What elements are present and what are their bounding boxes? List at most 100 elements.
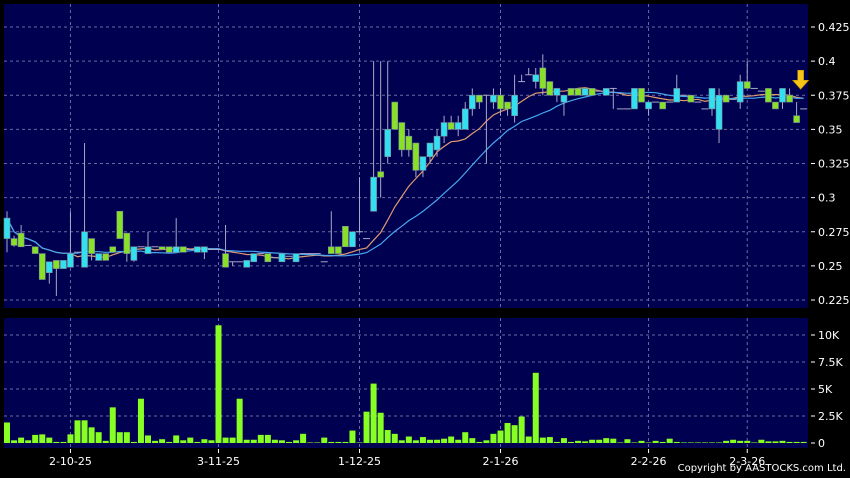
candle <box>243 260 250 268</box>
volume-bar <box>116 432 123 443</box>
candle <box>201 246 208 260</box>
candle <box>786 88 793 103</box>
candle-body <box>405 135 413 151</box>
candle-body <box>673 88 681 103</box>
volume-bar <box>130 441 137 443</box>
candle-body <box>461 108 469 130</box>
volume-bar <box>187 437 194 443</box>
candle <box>687 94 695 103</box>
volume-bar <box>384 430 391 443</box>
candle <box>109 246 117 253</box>
volume-bar <box>455 439 462 443</box>
volume-bar <box>483 440 490 443</box>
candle <box>447 115 455 130</box>
volume-bar <box>589 439 596 443</box>
date-tick-label: 2-2-26 <box>631 455 667 468</box>
candle <box>560 94 568 116</box>
candle <box>743 61 751 89</box>
candle-body <box>278 253 286 263</box>
candle <box>412 142 420 178</box>
volume-bar <box>638 440 645 443</box>
volume-bar <box>758 439 765 443</box>
price-tick-label: 0.225 <box>818 294 850 307</box>
date-tick-label: 2-1-26 <box>483 455 519 468</box>
candle-body <box>447 122 455 130</box>
candle <box>497 88 504 116</box>
candle-body <box>10 238 18 246</box>
candle <box>45 261 53 284</box>
candle-body <box>377 171 384 178</box>
candle <box>602 88 610 96</box>
candle-body <box>743 81 751 89</box>
volume-bar <box>737 440 744 443</box>
volume-bar <box>575 440 582 443</box>
candle-body <box>546 81 554 96</box>
volume-bar <box>25 440 32 443</box>
down-arrow-icon <box>791 69 810 90</box>
candle-body <box>786 94 793 103</box>
volume-bar <box>222 437 229 443</box>
candle <box>490 88 497 109</box>
candle-body <box>419 156 427 171</box>
volume-bar <box>208 440 215 443</box>
volume-bar <box>18 437 25 443</box>
volume-bar <box>744 440 751 443</box>
candle <box>454 115 462 137</box>
volume-bar <box>194 441 201 443</box>
candle <box>532 67 540 89</box>
candle <box>715 88 723 144</box>
price-tick-label: 0.3 <box>818 192 836 205</box>
volume-bar <box>335 441 342 443</box>
candle-body <box>292 253 300 263</box>
volume-bar <box>518 416 525 443</box>
volume-bar <box>363 411 370 443</box>
volume-bar <box>250 439 257 443</box>
volume-bar <box>419 437 426 443</box>
volume-bar <box>617 442 624 443</box>
volume-bar <box>74 420 81 443</box>
candle <box>673 74 681 103</box>
volume-bar <box>546 437 553 443</box>
candle-body <box>81 231 88 268</box>
candle <box>476 94 483 109</box>
candle <box>426 142 434 164</box>
candle-body <box>349 231 356 248</box>
volume-bar <box>377 412 384 443</box>
volume-bar <box>673 441 680 443</box>
candle <box>222 224 229 268</box>
volume-bar <box>67 434 74 443</box>
candle <box>229 261 237 266</box>
candle-body <box>715 94 723 130</box>
candle-body <box>539 67 547 89</box>
volume-bar <box>342 441 349 443</box>
candle-body <box>560 94 568 103</box>
candle <box>116 210 124 239</box>
volume-bar <box>511 425 518 443</box>
candle <box>342 225 349 248</box>
volume-bar <box>645 442 652 443</box>
candle <box>31 246 39 254</box>
candle-body <box>490 94 497 103</box>
candle <box>130 246 138 262</box>
candle-body <box>370 176 377 212</box>
candle <box>356 177 363 233</box>
candle <box>194 246 201 253</box>
volume-bar <box>441 438 448 443</box>
volume-bar <box>123 432 130 443</box>
volume-bar <box>173 435 180 443</box>
candle <box>525 67 533 76</box>
volume-bar <box>349 430 356 443</box>
volume-bar <box>405 436 412 443</box>
candle <box>708 88 716 116</box>
candle-body <box>144 246 152 254</box>
price-panel <box>4 4 808 308</box>
volume-bar <box>215 325 222 443</box>
candle-body <box>130 246 138 261</box>
candle <box>609 87 617 109</box>
price-tick-label: 0.35 <box>818 123 843 136</box>
candle <box>574 88 582 96</box>
volume-tick-label: 10K <box>818 329 840 342</box>
volume-bar <box>286 441 292 443</box>
volume-bar <box>539 437 546 443</box>
candle <box>144 231 152 254</box>
